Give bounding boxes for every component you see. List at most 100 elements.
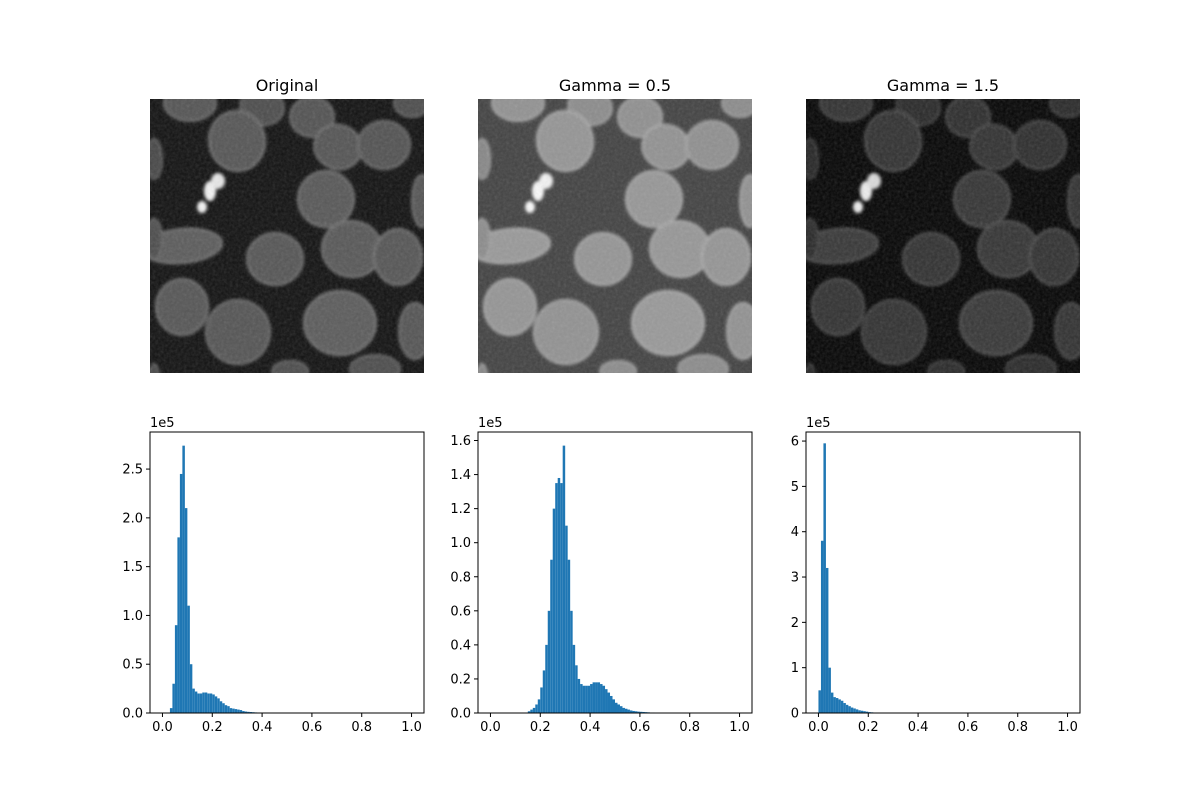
histogram-bar [548, 611, 550, 713]
nuclei-image [141, 85, 432, 404]
histogram-bar [225, 705, 227, 713]
axes-frame [478, 432, 752, 713]
histogram-bar [608, 693, 610, 713]
y-tick-label: 1.4 [450, 468, 471, 483]
histogram-bar [851, 708, 853, 713]
y-offset-label: 1e5 [478, 416, 503, 431]
histogram-bar [560, 483, 562, 713]
histogram-bar [575, 665, 577, 713]
histogram-bar [538, 699, 540, 713]
histogram-bar [543, 670, 545, 713]
histogram-bar [615, 703, 617, 713]
histogram-bar [598, 682, 600, 713]
histogram-bar [180, 474, 182, 713]
x-tick-label: 1.0 [729, 720, 750, 735]
x-tick-label: 0.0 [480, 720, 501, 735]
histogram-bar [836, 698, 838, 713]
x-tick-label: 0.6 [302, 720, 323, 735]
histogram-bar [550, 560, 552, 713]
histogram-bar [215, 696, 217, 713]
y-tick-label: 0.0 [122, 707, 143, 722]
histogram-bar [220, 701, 222, 713]
x-tick-label: 0.2 [858, 720, 879, 735]
histogram-bar [828, 668, 830, 713]
histogram-bar [535, 704, 537, 713]
x-tick-label: 0.6 [630, 720, 651, 735]
histogram-bar [235, 709, 237, 713]
histogram-bar [190, 664, 192, 713]
y-tick-label: 1.0 [450, 536, 471, 551]
histogram-bar [841, 701, 843, 713]
histogram-bar [210, 693, 212, 713]
y-tick-label: 0.0 [450, 707, 471, 722]
y-tick-label: 6 [791, 435, 799, 450]
histogram-bar [217, 698, 219, 713]
y-tick-label: 2.0 [122, 511, 143, 526]
y-tick-label: 0.8 [450, 570, 471, 585]
x-tick-label: 0.4 [908, 720, 929, 735]
y-offset-label: 1e5 [806, 416, 831, 431]
y-tick-label: 2.5 [122, 463, 143, 478]
histogram-bar [622, 708, 624, 713]
histogram-bar [570, 611, 572, 713]
y-tick-label: 4 [791, 525, 799, 540]
histogram-bar [848, 706, 850, 713]
histogram-bar [853, 708, 855, 713]
histogram-bar [818, 690, 820, 713]
histogram-bar [227, 706, 229, 713]
x-tick-label: 0.4 [580, 720, 601, 735]
x-tick-label: 0.2 [530, 720, 551, 735]
axes-frame [806, 432, 1080, 713]
y-tick-label: 2 [791, 616, 799, 631]
x-tick-label: 0.0 [152, 720, 173, 735]
histogram-bar [568, 560, 570, 713]
histogram-bar [230, 708, 232, 713]
y-tick-label: 1.0 [122, 609, 143, 624]
histogram-bar [610, 696, 612, 713]
y-tick-label: 0.5 [122, 658, 143, 673]
histogram-bar [821, 541, 823, 713]
histogram-bar [580, 684, 582, 713]
histogram-bar [545, 645, 547, 713]
x-tick-label: 0.8 [351, 720, 372, 735]
image-panel-3: Gamma = 1.5 [797, 76, 1088, 404]
histogram-bar [823, 443, 825, 713]
y-tick-label: 1.5 [122, 560, 143, 575]
histogram-bar [195, 692, 197, 713]
y-tick-label: 0 [791, 707, 799, 722]
histogram-bar [207, 693, 209, 713]
histogram-bar [583, 686, 585, 713]
histogram-bar [185, 508, 187, 713]
histogram-bar [613, 699, 615, 713]
x-tick-label: 1.0 [401, 720, 422, 735]
y-offset-label: 1e5 [150, 416, 175, 431]
histogram-bar [843, 703, 845, 713]
histogram-bar [590, 684, 592, 713]
histogram-bar [558, 478, 560, 713]
histogram-bar [237, 710, 239, 713]
histogram-bar [212, 694, 214, 713]
nuclei-image [469, 85, 760, 404]
nuclei-image [797, 85, 1088, 404]
x-tick-label: 0.8 [679, 720, 700, 735]
histogram-bar [573, 645, 575, 713]
x-tick-label: 0.0 [808, 720, 829, 735]
image-panel-2: Gamma = 0.5 [469, 76, 760, 404]
y-tick-label: 0.6 [450, 604, 471, 619]
y-tick-label: 1.6 [450, 434, 471, 449]
histogram-bar [605, 689, 607, 713]
x-tick-label: 0.6 [958, 720, 979, 735]
histogram-bar [530, 710, 532, 713]
y-tick-label: 5 [791, 480, 799, 495]
histogram-bar [202, 693, 204, 713]
histogram-bar [617, 704, 619, 713]
x-tick-label: 1.0 [1057, 720, 1078, 735]
y-tick-label: 0.4 [450, 638, 471, 653]
histogram-bar [625, 709, 627, 713]
x-tick-label: 0.4 [252, 720, 273, 735]
histogram-bar [565, 526, 567, 713]
histogram-bar [170, 708, 172, 713]
histogram-bar [175, 625, 177, 713]
